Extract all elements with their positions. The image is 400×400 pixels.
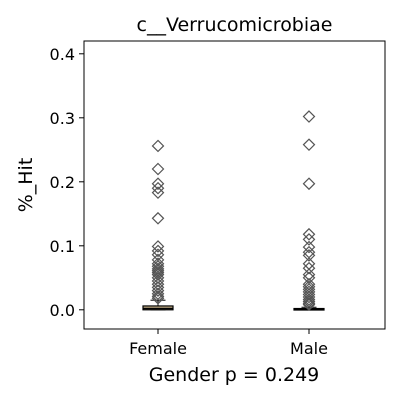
x-axis-label: Gender p = 0.249 bbox=[149, 364, 320, 386]
outlier-point bbox=[151, 268, 165, 281]
y-tick-label: 0.1 bbox=[50, 237, 75, 256]
x-tick-label: Female bbox=[129, 339, 187, 358]
y-tick-label: 0.4 bbox=[50, 45, 75, 64]
outlier-point bbox=[151, 181, 165, 195]
plot-frame bbox=[83, 40, 386, 330]
outlier-point bbox=[302, 297, 316, 310]
box-plots bbox=[142, 110, 325, 312]
outlier-point bbox=[302, 295, 316, 308]
outlier-point bbox=[151, 274, 165, 288]
outlier-point bbox=[302, 257, 316, 271]
outlier-point bbox=[151, 240, 165, 253]
x-axis: Female Male bbox=[129, 329, 328, 358]
outlier-point bbox=[151, 186, 165, 200]
outlier-point bbox=[302, 249, 316, 262]
box-male bbox=[293, 110, 325, 312]
outlier-point bbox=[151, 290, 165, 303]
outlier-point bbox=[302, 290, 316, 304]
outlier-point bbox=[151, 277, 165, 291]
outlier-point bbox=[302, 177, 316, 191]
box-female bbox=[142, 139, 174, 311]
outlier-point bbox=[151, 291, 165, 305]
outlier-point bbox=[302, 298, 316, 312]
outlier-point bbox=[151, 287, 165, 301]
outlier-point bbox=[151, 177, 165, 191]
outlier-point bbox=[151, 284, 165, 297]
outlier-point bbox=[151, 162, 165, 176]
outlier-point bbox=[302, 233, 316, 246]
outlier-point bbox=[302, 240, 316, 254]
outlier-point bbox=[302, 227, 316, 241]
x-tick-label: Male bbox=[290, 339, 328, 358]
outlier-point bbox=[151, 211, 165, 225]
outlier-point bbox=[151, 262, 165, 276]
outlier-point bbox=[302, 293, 316, 306]
outlier-point bbox=[151, 271, 165, 285]
outlier-point bbox=[151, 244, 165, 258]
outlier-point bbox=[302, 138, 316, 152]
outlier-point bbox=[302, 110, 316, 123]
y-axis: 0.0 0.1 0.2 0.3 0.4 bbox=[50, 45, 84, 320]
outlier-point bbox=[302, 268, 316, 281]
outlier-point bbox=[151, 139, 165, 153]
y-axis-label: %_Hit bbox=[15, 158, 37, 213]
y-tick-label: 0.3 bbox=[50, 109, 75, 128]
y-tick-label: 0.0 bbox=[50, 301, 75, 320]
y-tick-label: 0.2 bbox=[50, 173, 75, 192]
chart-title: c__Verrucomicrobiae bbox=[137, 14, 333, 36]
outlier-point bbox=[302, 261, 316, 275]
